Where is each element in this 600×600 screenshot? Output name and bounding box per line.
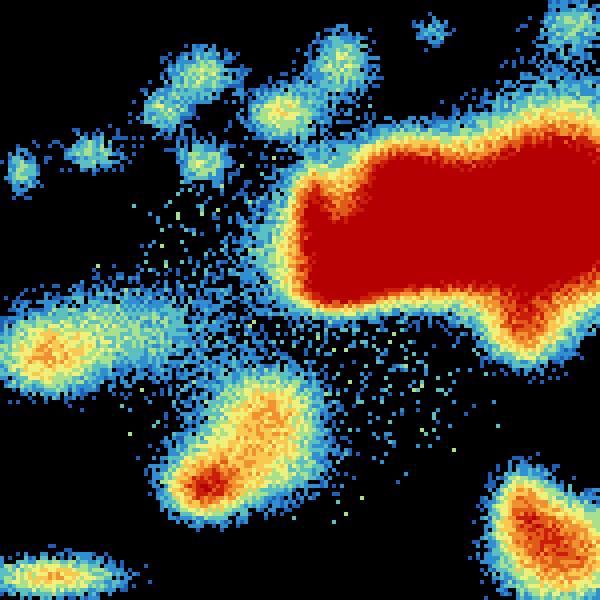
- radar-image: [0, 0, 600, 600]
- radar-reflectivity-canvas: [0, 0, 600, 600]
